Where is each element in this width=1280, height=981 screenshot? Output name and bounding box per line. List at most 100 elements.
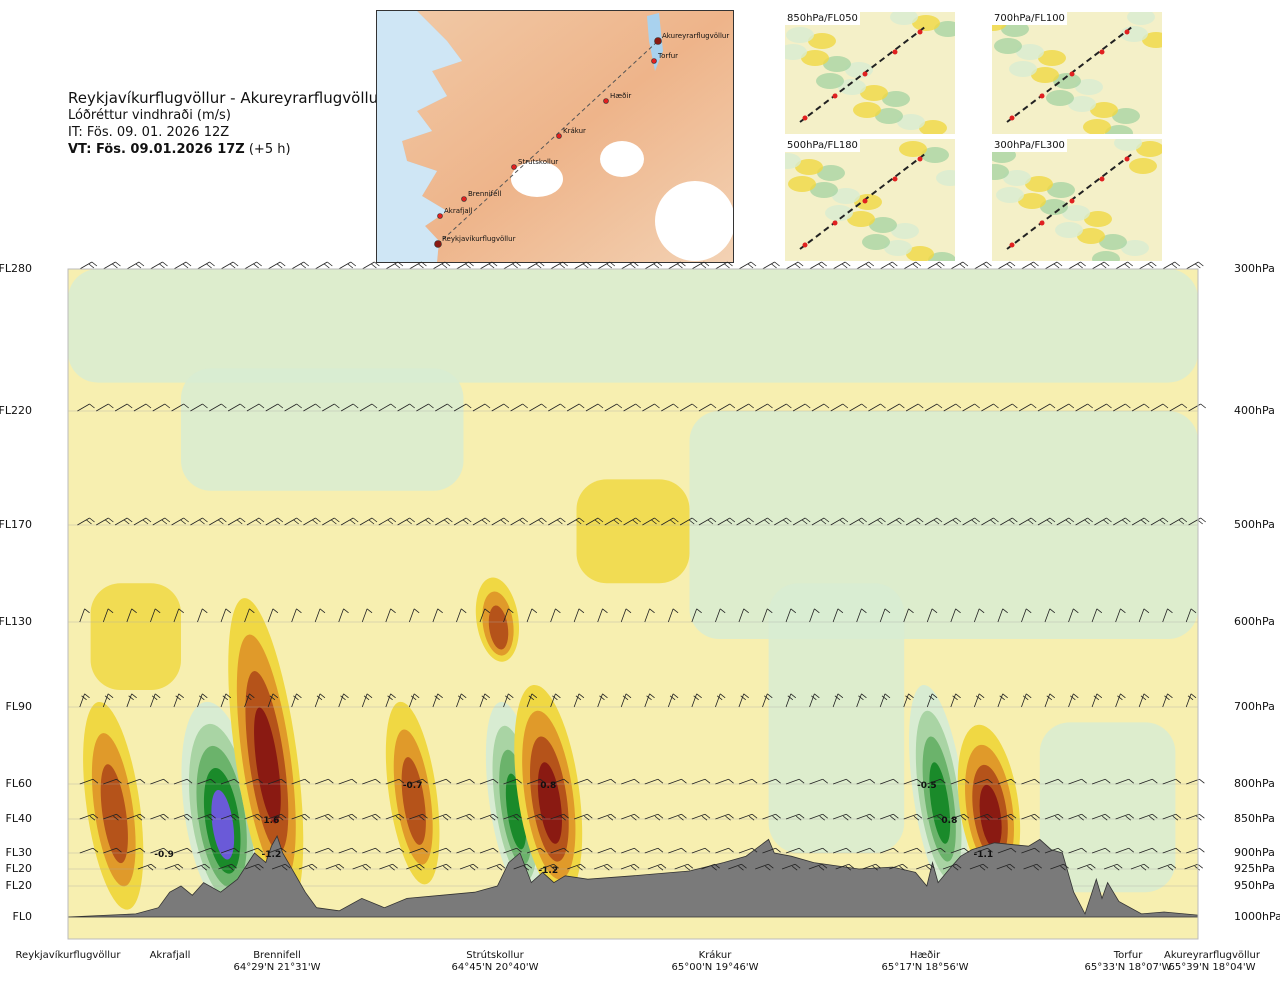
wind-barb: [762, 261, 780, 270]
wind-barb-feather: [416, 865, 422, 871]
wind-barb-feather: [445, 813, 452, 819]
wind-barb-feather: [390, 517, 397, 523]
wind-barb-shaft: [927, 778, 941, 785]
wind-barb-shaft: [220, 261, 234, 270]
wind-barb: [338, 693, 349, 708]
wind-barb: [832, 813, 852, 821]
wind-barb-feather: [202, 693, 208, 699]
wind-barb-feather: [794, 263, 801, 269]
inset-field: [808, 33, 836, 49]
wind-barb-feather: [469, 778, 475, 784]
wind-barb-shaft: [715, 693, 721, 708]
wind-barb: [197, 261, 215, 270]
wind-barb-feather: [484, 608, 491, 614]
wind-barb-shaft: [1139, 813, 1153, 820]
wind-barb: [1044, 778, 1064, 785]
wind-barb-shaft: [406, 863, 420, 870]
wind-barb-feather: [249, 608, 255, 614]
wind-barb-feather: [563, 813, 570, 819]
wind-barb: [362, 261, 380, 270]
wind-barb-feather: [691, 403, 698, 409]
wind-barb-shaft: [314, 693, 321, 708]
wind-barb-feather: [673, 517, 679, 523]
wind-barb-feather: [678, 815, 684, 821]
wind-barb-feather: [865, 263, 872, 269]
wind-barb-feather: [277, 517, 284, 523]
wind-barb-shaft: [942, 863, 957, 870]
wind-barb-feather: [255, 865, 261, 871]
wind-barb-feather: [1200, 517, 1206, 523]
wind-barb: [385, 693, 396, 708]
wind-barb-feather: [218, 519, 224, 525]
wind-barb-shaft: [903, 261, 917, 270]
wind-barb-shaft: [950, 813, 965, 820]
wind-barb-feather: [526, 863, 533, 869]
wind-barb: [809, 608, 820, 623]
wind-barb: [397, 403, 415, 412]
wind-barb: [574, 847, 593, 854]
wind-barb: [416, 517, 434, 526]
wind-barb-shaft: [1139, 847, 1153, 854]
wind-barb-shaft: [1075, 403, 1088, 412]
wind-barb-shaft: [927, 261, 940, 270]
wind-barb-shaft: [1050, 863, 1064, 870]
inset-field: [785, 153, 801, 169]
wind-barb-feather: [398, 778, 405, 784]
wind-barb-shaft: [668, 778, 682, 785]
wind-barb-shaft: [573, 261, 587, 270]
wind-barb-feather: [258, 403, 265, 409]
wind-barb-feather: [116, 813, 122, 819]
wind-barb-feather: [422, 778, 428, 784]
wind-barb-feather: [724, 263, 730, 269]
wind-barb: [152, 517, 171, 526]
wind-barb-feather: [84, 693, 90, 699]
wind-barb-feather: [328, 778, 334, 784]
wind-barb-feather: [409, 517, 415, 523]
wind-barb-feather: [971, 519, 977, 525]
wind-barb: [1162, 778, 1182, 785]
wind-barb-shaft: [102, 608, 109, 623]
wind-barb-feather: [139, 813, 146, 819]
wind-barb: [503, 847, 522, 854]
wind-barb-shaft: [604, 517, 618, 526]
route-title: Reykjavíkurflugvöllur - Akureyrarflugvöl…: [68, 89, 385, 107]
wind-barb-feather: [1030, 517, 1037, 523]
wind-barb-feather: [512, 263, 518, 269]
wind-barb: [981, 403, 999, 412]
wind-barb-feather: [1100, 263, 1107, 269]
wind-barb-feather: [472, 863, 479, 869]
wind-barb-shaft: [785, 608, 792, 623]
wind-barb: [950, 261, 969, 270]
wind-barb-shaft: [1138, 261, 1152, 270]
wind-barb-shaft: [573, 693, 580, 708]
wind-barb-feather: [300, 263, 307, 269]
wind-barb-shaft: [597, 608, 603, 623]
location-name: Hæðir: [909, 950, 941, 961]
wind-barb-shaft: [173, 693, 180, 708]
wind-barb-feather: [889, 263, 895, 269]
wind-barb-feather: [552, 695, 558, 701]
wind-barb-shaft: [1021, 778, 1035, 785]
wind-barb: [245, 863, 264, 871]
map-waypoint-label: Brennifell: [468, 190, 501, 198]
wind-barb-shaft: [1091, 847, 1106, 854]
wind-barb: [397, 517, 415, 526]
wind-barb-feather: [503, 403, 510, 409]
wind-barb: [479, 261, 498, 270]
wind-barb: [267, 847, 287, 854]
wind-barb-feather: [1073, 608, 1079, 614]
wind-barb-shaft: [644, 847, 659, 854]
wind-barb: [738, 778, 758, 785]
wind-barb-shaft: [880, 813, 894, 820]
wind-barb-feather: [513, 815, 519, 821]
wind-barb: [1018, 517, 1037, 526]
wind-barb-feather: [560, 403, 566, 409]
wind-barb-feather: [387, 695, 393, 701]
wind-barb: [868, 517, 886, 526]
wind-barb: [903, 261, 922, 270]
wind-barb-shaft: [126, 778, 141, 785]
wind-barb-shaft: [220, 813, 235, 820]
wind-barb-feather: [447, 403, 453, 409]
wind-barb-shaft: [197, 813, 211, 820]
wind-barb-feather: [1007, 815, 1014, 821]
